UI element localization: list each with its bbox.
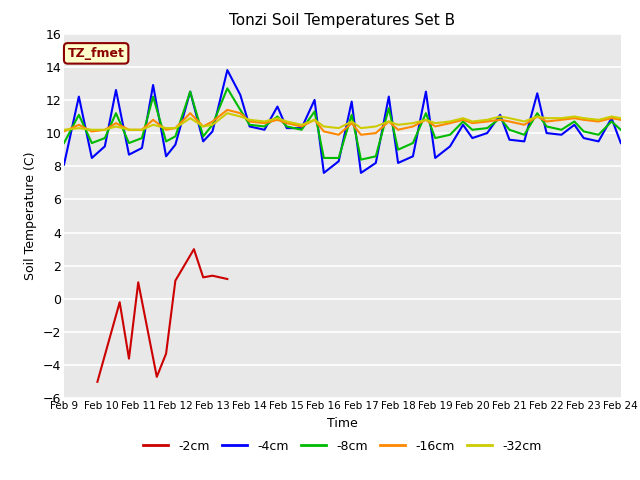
Text: TZ_fmet: TZ_fmet bbox=[68, 47, 125, 60]
Legend: -2cm, -4cm, -8cm, -16cm, -32cm: -2cm, -4cm, -8cm, -16cm, -32cm bbox=[138, 435, 547, 458]
X-axis label: Time: Time bbox=[327, 417, 358, 430]
Y-axis label: Soil Temperature (C): Soil Temperature (C) bbox=[24, 152, 37, 280]
Title: Tonzi Soil Temperatures Set B: Tonzi Soil Temperatures Set B bbox=[229, 13, 456, 28]
